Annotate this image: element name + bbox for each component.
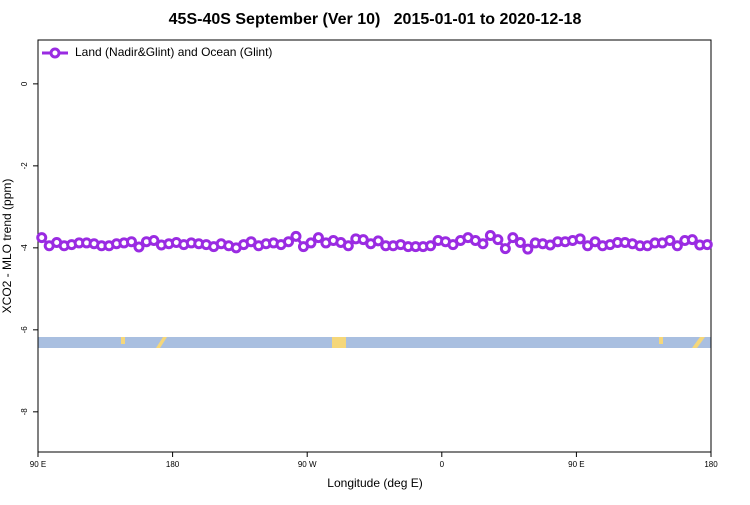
data-point bbox=[283, 236, 295, 248]
y-tick-label: 0 bbox=[20, 81, 29, 86]
data-point bbox=[148, 234, 160, 246]
data-point bbox=[290, 230, 302, 242]
y-tick-label: -8 bbox=[20, 408, 29, 416]
x-tick-label: 90 E bbox=[30, 460, 46, 469]
data-point bbox=[507, 232, 519, 244]
y-axis-label: XCO2 - MLO trend (ppm) bbox=[0, 179, 14, 314]
data-point bbox=[312, 232, 324, 244]
data-point bbox=[514, 237, 526, 249]
data-point bbox=[425, 240, 437, 252]
land-patch bbox=[121, 337, 125, 344]
data-point bbox=[477, 238, 489, 250]
data-point bbox=[522, 243, 534, 255]
legend-marker bbox=[49, 47, 61, 59]
x-tick-label: 180 bbox=[166, 460, 180, 469]
data-point bbox=[372, 235, 384, 247]
data-point bbox=[133, 241, 145, 253]
x-tick-label: 90 E bbox=[568, 460, 584, 469]
data-point bbox=[671, 240, 683, 252]
data-point bbox=[664, 234, 676, 246]
data-point bbox=[125, 236, 137, 248]
land-patch bbox=[156, 337, 167, 348]
legend-label: Land (Nadir&Glint) and Ocean (Glint) bbox=[75, 45, 272, 59]
land-patch bbox=[692, 337, 705, 348]
y-tick-label: -6 bbox=[20, 326, 29, 334]
x-tick-label: 180 bbox=[704, 460, 718, 469]
land-patch bbox=[332, 337, 346, 348]
y-tick-label: -2 bbox=[20, 162, 29, 170]
land-patch bbox=[659, 337, 663, 344]
y-tick-label: -4 bbox=[20, 244, 29, 252]
chart-title: 45S-40S September (Ver 10) 2015-01-01 to… bbox=[169, 11, 582, 28]
data-point bbox=[36, 232, 48, 244]
data-point bbox=[574, 233, 586, 245]
data-point bbox=[305, 237, 317, 249]
data-point bbox=[342, 240, 354, 252]
ocean-strip bbox=[38, 337, 711, 348]
x-tick-label: 90 W bbox=[298, 460, 317, 469]
data-point bbox=[686, 234, 698, 246]
land-ocean-strip bbox=[38, 337, 711, 348]
x-axis-label: Longitude (deg E) bbox=[327, 476, 422, 490]
data-point bbox=[492, 234, 504, 246]
data-point bbox=[499, 243, 511, 255]
data-point bbox=[701, 239, 713, 251]
x-tick-label: 0 bbox=[440, 460, 445, 469]
